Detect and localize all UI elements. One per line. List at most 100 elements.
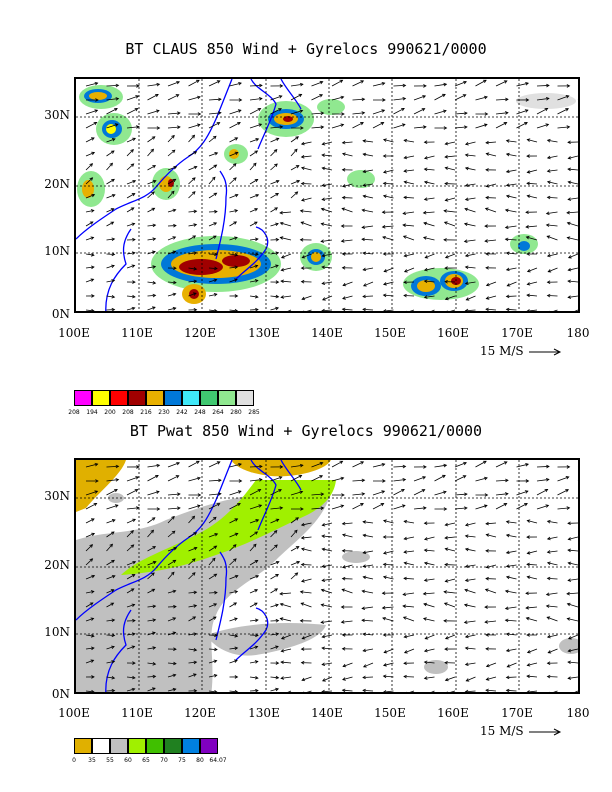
wind-vector-head [423, 561, 428, 566]
wind-vector [290, 561, 300, 566]
wind-vector-head [484, 112, 489, 116]
wind-vector-head [382, 194, 387, 199]
wind-vector-head [196, 460, 200, 465]
wind-vector-head [319, 475, 324, 479]
wind-vector [527, 195, 538, 199]
wind-vector [363, 633, 374, 636]
wind-vector [229, 490, 242, 496]
wind-vector-head [238, 98, 243, 102]
wind-vector-head [173, 661, 177, 666]
wind-vector [363, 576, 374, 580]
wind-vector [431, 309, 435, 311]
wind-vector-head [176, 461, 181, 466]
wind-vector-head [274, 207, 279, 211]
wind-vector-head [234, 590, 239, 594]
wind-vector-head [319, 80, 324, 85]
wind-vector-head [152, 179, 157, 184]
wind-vector-head [300, 562, 305, 567]
wind-vector-head [254, 178, 259, 183]
wind-vector [495, 461, 508, 468]
wind-vector-head [91, 689, 95, 692]
colorbar-swatch [128, 390, 146, 406]
wind-vector [147, 281, 156, 284]
wind-vector-head [444, 155, 448, 159]
wind-vector-head [213, 278, 218, 283]
wind-vector [126, 574, 135, 580]
wind-vector-head [172, 178, 177, 183]
wind-vector [495, 503, 507, 510]
wind-vector-head [526, 282, 531, 286]
wind-vector [495, 122, 507, 129]
wind-vector [147, 546, 156, 552]
wind-vector [413, 489, 425, 496]
wind-vector [506, 140, 517, 143]
wind-vector [249, 179, 258, 185]
wind-vector [167, 530, 176, 538]
lon-label: 170E [501, 326, 533, 340]
wind-vector [301, 522, 312, 526]
wind-vector [568, 562, 578, 566]
wind-vector [322, 167, 333, 171]
lat-label: 0N [51, 687, 70, 701]
wind-vector [393, 123, 406, 129]
wind-vector-head [504, 618, 509, 623]
wind-vector [106, 138, 116, 143]
wind-vector-head [155, 109, 160, 113]
wind-vector [188, 648, 197, 651]
wind-vector-head [443, 463, 448, 468]
wind-vector-head [111, 574, 116, 579]
wind-vector [106, 162, 113, 171]
wind-vector [229, 221, 237, 227]
wind-vector [188, 79, 200, 87]
wind-vector [465, 183, 476, 187]
wind-vector-head [505, 267, 510, 272]
wind-vector [485, 239, 497, 242]
wind-vector-head [463, 620, 468, 624]
wind-vector-head [115, 478, 120, 482]
wind-vector-head [238, 81, 242, 86]
wind-vector-head [362, 152, 367, 157]
wind-vector [466, 295, 476, 301]
wind-vector [553, 309, 558, 311]
wind-vector-head [299, 238, 304, 242]
wind-vector [229, 602, 237, 608]
wind-vector [208, 603, 217, 608]
wind-vector-head [423, 578, 428, 582]
wind-vector-head [464, 492, 468, 497]
wind-vector-head [111, 618, 116, 623]
wind-vector-head [485, 140, 489, 145]
wind-vector [403, 196, 415, 199]
wind-vector [465, 690, 476, 692]
wind-vector [280, 618, 292, 622]
wind-vector-head [130, 207, 135, 211]
wind-vector-head [274, 163, 278, 167]
wind-vector [568, 280, 578, 283]
wind-vector-head [300, 522, 305, 527]
wind-vector [527, 576, 538, 580]
wind-vector [434, 474, 446, 482]
wind-vector-head [319, 461, 324, 466]
colorbar-swatch [164, 738, 182, 754]
wind-vector-head [362, 194, 367, 199]
wind-vector [188, 572, 196, 580]
wind-vector-head [282, 693, 285, 694]
wind-vector-head [134, 108, 139, 112]
wind-vector [301, 548, 312, 552]
wind-vector [85, 253, 94, 256]
wind-vector-head [525, 606, 529, 610]
wind-vector-head [341, 252, 346, 256]
wind-vector [361, 619, 374, 622]
wind-vector [434, 83, 447, 87]
wind-vector-head [111, 519, 116, 523]
wind-vector-head [546, 576, 551, 581]
wind-vector [526, 617, 538, 622]
wind-vector [106, 238, 115, 241]
wind-vector-head [237, 490, 242, 494]
wind-vector-head [342, 677, 346, 681]
wind-vector-head [505, 152, 510, 157]
wind-vector-head [152, 546, 157, 550]
wind-vector [464, 620, 476, 623]
wind-vector [352, 503, 364, 510]
wind-vector-head [300, 536, 305, 540]
wind-vector-head [193, 660, 198, 665]
